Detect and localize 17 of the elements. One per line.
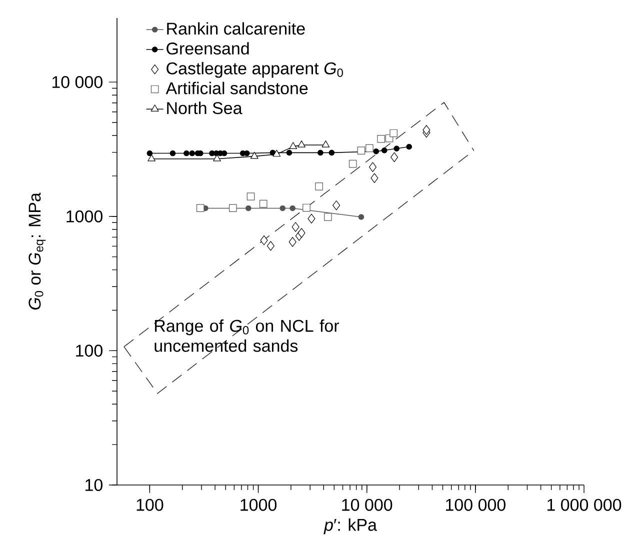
- x-axis-title: p′: kPa: [324, 518, 377, 534]
- x-tick-label: 1 000 000: [548, 498, 622, 511]
- annotation: Range of G$_{0}$ on NCL for uncemented sands: [154, 319, 340, 352]
- y-tick-label: 10: [86, 478, 102, 492]
- x-tick-label: 10 000: [342, 498, 392, 511]
- legend-label: North Sea: [167, 102, 242, 114]
- y-tick-label: 100: [76, 344, 102, 357]
- x-tick-label: 100 000: [446, 498, 506, 511]
- y-axis-title: G$_{0}$ or G$_{eq}$: MPa: [28, 192, 46, 310]
- y-tick-label: 10 000: [52, 76, 102, 88]
- legend-label: Castlegate apparent G$_{0}$: [166, 62, 343, 78]
- x-tick-label: 100: [136, 498, 164, 511]
- legend-label: Artificial sandstone: [166, 82, 308, 94]
- x-tick-label: 1000: [240, 498, 277, 511]
- legend-label: Rankin calcarenite: [167, 22, 305, 35]
- y-tick-label: 1000: [66, 210, 102, 222]
- legend-label: Greensand: [166, 42, 249, 55]
